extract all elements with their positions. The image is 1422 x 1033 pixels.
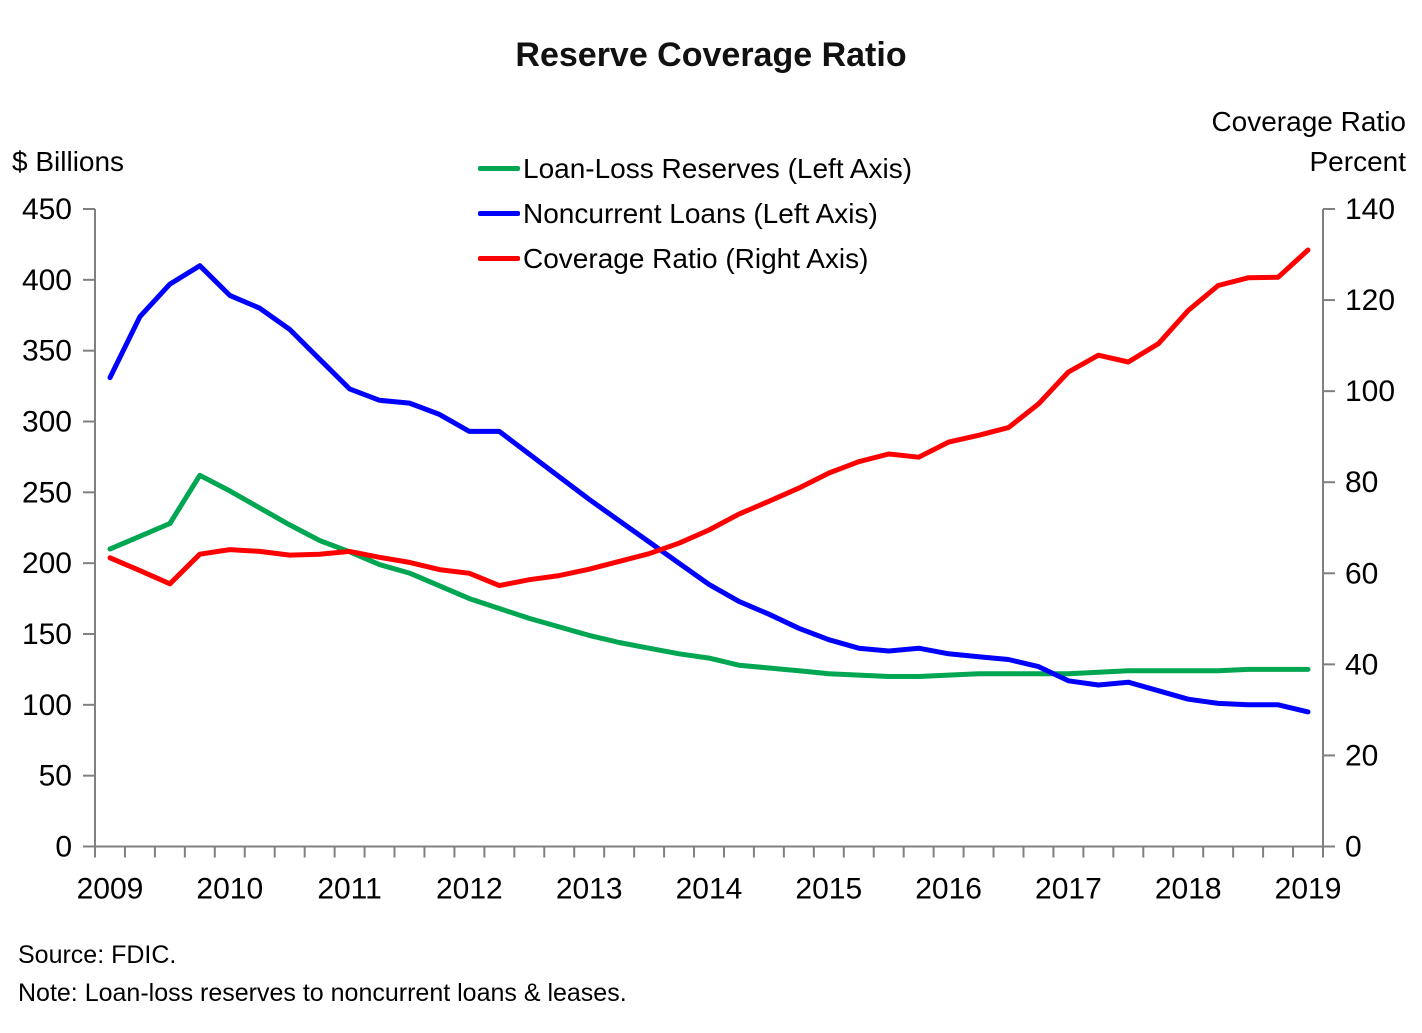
right-axis-title: Coverage Ratio Percent <box>1211 102 1406 182</box>
series-line-noncurrent-loans <box>107 263 1311 715</box>
x-axis-year-label: 2017 <box>1035 873 1102 906</box>
right-axis-tick-label: 120 <box>1345 284 1395 317</box>
right-axis-tick-label: 140 <box>1345 193 1395 226</box>
legend-swatch-loan-loss-reserves <box>478 166 520 171</box>
series-line-coverage-ratio <box>107 247 1311 589</box>
source-text: Source: FDIC. <box>18 941 177 969</box>
x-axis-year-label: 2019 <box>1275 873 1342 906</box>
left-axis-tick-label: 400 <box>22 264 72 297</box>
right-axis-title-line2: Percent <box>1309 146 1407 177</box>
legend-label-noncurrent-loans: Noncurrent Loans (Left Axis) <box>523 197 878 229</box>
series-line-loan-loss-reserves <box>107 472 1311 679</box>
note-text: Note: Loan-loss reserves to noncurrent l… <box>18 979 627 1007</box>
x-axis-year-label: 2011 <box>317 873 382 906</box>
legend-label-loan-loss-reserves: Loan-Loss Reserves (Left Axis) <box>523 152 913 184</box>
right-axis-tick-label: 100 <box>1345 375 1395 408</box>
right-axis-tick-label: 0 <box>1345 831 1362 864</box>
left-axis-tick-label: 450 <box>22 193 72 226</box>
left-axis-tick-label: 0 <box>55 831 72 864</box>
right-axis-title-line1: Coverage Ratio <box>1211 106 1406 137</box>
left-axis-tick-label: 300 <box>22 406 72 439</box>
left-axis-tick-label: 250 <box>22 476 72 509</box>
x-axis-year-label: 2018 <box>1155 873 1222 906</box>
legend: Loan-Loss Reserves (Left Axis) Noncurren… <box>478 146 912 281</box>
x-axis-year-label: 2015 <box>795 873 862 906</box>
right-axis-tick-label: 20 <box>1345 739 1378 772</box>
left-axis-unit-label: $ Billions <box>12 146 125 177</box>
x-axis-year-label: 2009 <box>77 873 144 906</box>
legend-swatch-noncurrent-loans <box>478 211 520 216</box>
left-axis-tick-label: 200 <box>22 547 72 580</box>
x-axis-year-label: 2016 <box>915 873 982 906</box>
left-axis-tick-label: 150 <box>22 618 72 651</box>
legend-item-loan-loss-reserves: Loan-Loss Reserves (Left Axis) <box>478 146 912 191</box>
right-axis-tick-label: 80 <box>1345 466 1378 499</box>
legend-item-coverage-ratio: Coverage Ratio (Right Axis) <box>478 236 912 281</box>
right-axis-tick-label: 60 <box>1345 557 1378 590</box>
legend-swatch-coverage-ratio <box>478 256 520 261</box>
x-axis-year-label: 2010 <box>196 873 263 906</box>
chart-title: Reserve Coverage Ratio <box>515 36 907 74</box>
left-axis-tick-label: 50 <box>39 760 72 793</box>
legend-item-noncurrent-loans: Noncurrent Loans (Left Axis) <box>478 191 912 236</box>
left-axis-tick-label: 100 <box>22 689 72 722</box>
x-axis-year-label: 2012 <box>436 873 503 906</box>
x-axis-year-label: 2013 <box>556 873 623 906</box>
legend-label-coverage-ratio: Coverage Ratio (Right Axis) <box>523 242 869 274</box>
x-axis-year-label: 2014 <box>676 873 743 906</box>
right-axis-tick-label: 40 <box>1345 648 1378 681</box>
left-axis-tick-label: 350 <box>22 335 72 368</box>
